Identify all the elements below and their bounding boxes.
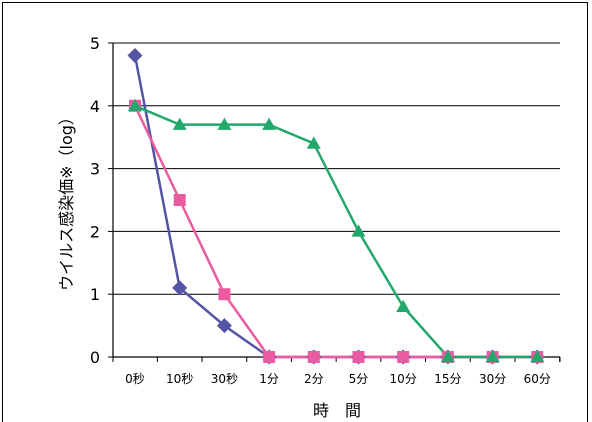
data-point-triangle <box>128 98 142 112</box>
data-point-triangle <box>396 299 411 313</box>
series-line <box>134 104 538 359</box>
y-tick-label: 1 <box>90 285 100 304</box>
x-tick-label: 10分 <box>390 372 417 386</box>
data-point-triangle <box>351 224 366 237</box>
y-tick-label: 0 <box>90 348 100 367</box>
data-point-triangle <box>440 350 455 363</box>
x-tick-label: 15分 <box>434 372 461 386</box>
y-tick-label: 5 <box>90 34 100 53</box>
data-point-square <box>307 351 320 363</box>
data-point-triangle <box>217 117 232 130</box>
data-point-triangle <box>530 350 545 363</box>
y-tick-label: 4 <box>90 97 100 116</box>
y-tick-label: 2 <box>90 222 100 241</box>
x-axis-title: 時 間 <box>313 401 361 420</box>
y-tick-label: 3 <box>90 160 100 179</box>
series-line <box>133 55 538 359</box>
x-tick-label: 30秒 <box>211 372 238 386</box>
x-tick-label: 5分 <box>349 372 369 386</box>
data-point-diamond <box>172 280 188 296</box>
x-tick-label: 2分 <box>304 372 324 386</box>
data-point-triangle <box>172 117 187 130</box>
y-axis-title: ウイルス感染価※（log） <box>57 109 76 291</box>
x-tick-label: 60分 <box>524 372 551 386</box>
data-point-diamond <box>127 48 143 64</box>
data-point-square <box>173 194 186 206</box>
data-point-square <box>263 351 276 363</box>
data-point-square <box>352 351 365 363</box>
data-point-triangle <box>485 350 500 363</box>
x-tick-label: 30分 <box>479 372 506 386</box>
data-point-triangle <box>262 117 277 130</box>
x-tick-label: 0秒 <box>125 372 145 386</box>
data-point-square <box>218 288 231 301</box>
x-tick-label: 1分 <box>259 372 279 386</box>
x-tick-label: 10秒 <box>166 372 193 386</box>
data-point-square <box>397 351 410 363</box>
data-point-diamond <box>216 318 232 334</box>
data-point-triangle <box>306 136 321 149</box>
